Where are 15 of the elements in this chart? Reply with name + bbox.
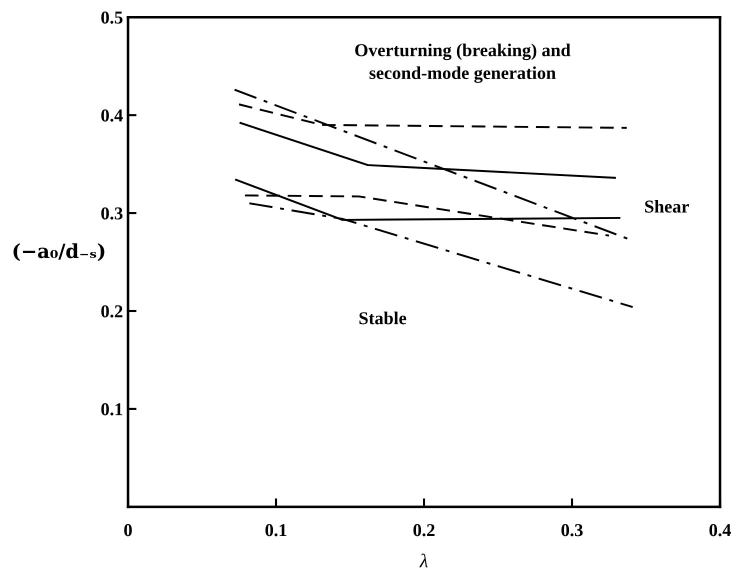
annotation: Stable xyxy=(359,312,406,324)
x-tick-label: 0.2 xyxy=(413,524,435,536)
annotation: Shear xyxy=(645,200,689,213)
annotation: Overturning (breaking) and second-mode generation xyxy=(355,44,570,83)
y-tick-label: 0.5 xyxy=(101,11,122,24)
y-tick-label: 0.2 xyxy=(101,305,122,318)
x-tick-label: 0.3 xyxy=(561,524,583,536)
x-axis-title: λ xyxy=(419,554,428,568)
y-axis-title: (−a₀/d₋ₛ) xyxy=(14,243,104,262)
x-tick-label: 0.4 xyxy=(709,524,731,536)
y-tick-label: 0.4 xyxy=(101,109,123,122)
x-tick-label: 0 xyxy=(124,524,132,536)
y-tick-label: 0.3 xyxy=(101,207,123,220)
x-tick-label: 0.1 xyxy=(265,524,286,536)
y-tick-label: 0.1 xyxy=(101,403,122,416)
